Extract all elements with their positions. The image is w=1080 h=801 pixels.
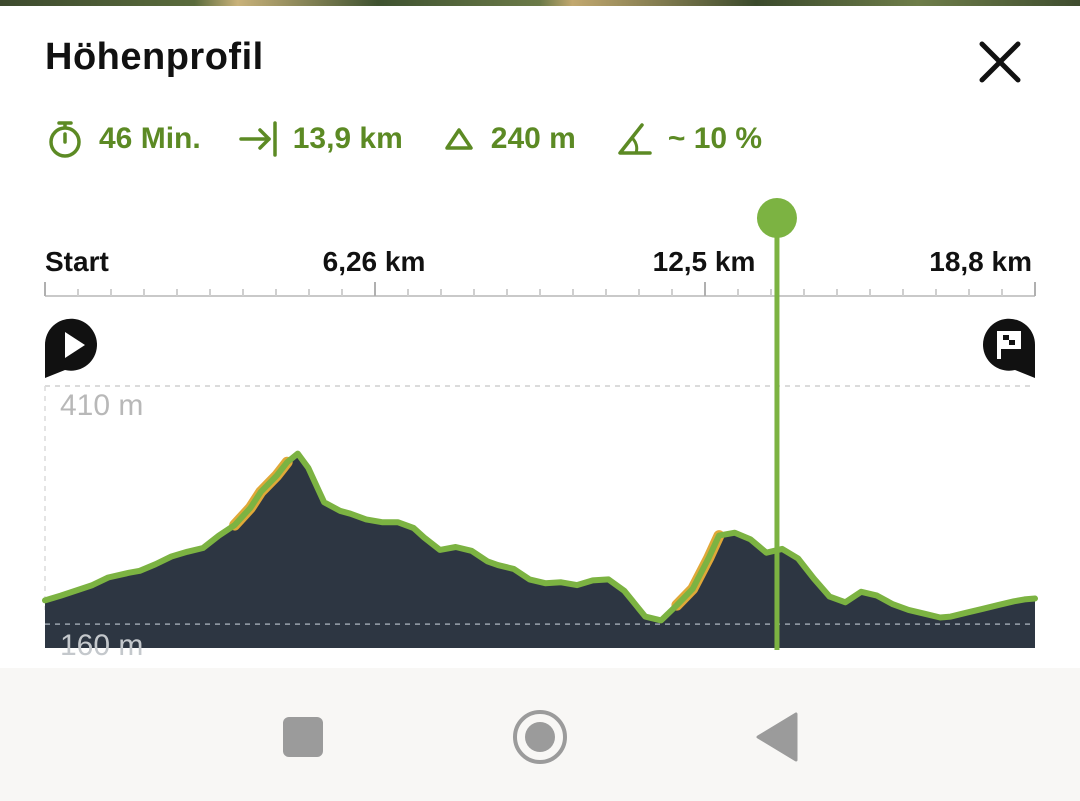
elevation-chart-svg: Start 6,26 km 12,5 km 18,8 km xyxy=(42,198,1038,660)
stopwatch-icon xyxy=(49,121,81,158)
x-tick-label: 18,8 km xyxy=(929,246,1032,277)
start-marker[interactable] xyxy=(44,318,97,378)
elevation-area xyxy=(45,453,1035,648)
map-background-strip xyxy=(0,0,1080,6)
x-tick-label: Start xyxy=(45,246,109,277)
play-icon xyxy=(65,332,85,358)
stat-duration-value: 46 Min. xyxy=(99,122,201,155)
back-triangle-icon xyxy=(756,712,798,762)
finish-flag-icon xyxy=(997,331,1021,359)
tour-stats-row: 46 Min. 13,9 km 240 m ~ 10 % xyxy=(45,112,800,166)
close-icon xyxy=(979,41,1021,83)
close-button[interactable] xyxy=(972,34,1028,90)
stat-distance: 13,9 km xyxy=(238,119,403,159)
elevation-line xyxy=(42,450,1038,624)
position-cursor-handle[interactable] xyxy=(756,198,797,238)
distance-axis: Start 6,26 km 12,5 km 18,8 km xyxy=(44,246,1036,297)
x-tick-label: 12,5 km xyxy=(653,246,756,277)
x-tick-label: 6,26 km xyxy=(323,246,426,277)
y-label-min: 160 m xyxy=(60,629,143,660)
page-title: Höhenprofil xyxy=(45,36,264,78)
ascent-triangle-icon xyxy=(445,128,473,150)
elevation-chart[interactable]: Start 6,26 km 12,5 km 18,8 km xyxy=(0,190,1080,660)
system-nav-bar xyxy=(0,668,1080,801)
distance-arrow-icon xyxy=(238,121,277,157)
back-button[interactable] xyxy=(756,712,798,767)
slope-angle-icon xyxy=(618,123,652,155)
home-button[interactable] xyxy=(511,708,569,771)
stat-ascent: 240 m xyxy=(441,119,576,159)
finish-marker[interactable] xyxy=(983,318,1036,378)
stat-duration: 46 Min. xyxy=(45,119,201,159)
recent-apps-button[interactable] xyxy=(282,716,324,763)
y-label-max: 410 m xyxy=(60,389,143,422)
stat-slope: ~ 10 % xyxy=(614,119,762,159)
home-circle-icon xyxy=(513,710,567,764)
stat-ascent-value: 240 m xyxy=(490,122,576,155)
stat-distance-value: 13,9 km xyxy=(292,122,403,155)
stat-slope-value: ~ 10 % xyxy=(667,122,763,155)
square-icon xyxy=(283,717,323,757)
